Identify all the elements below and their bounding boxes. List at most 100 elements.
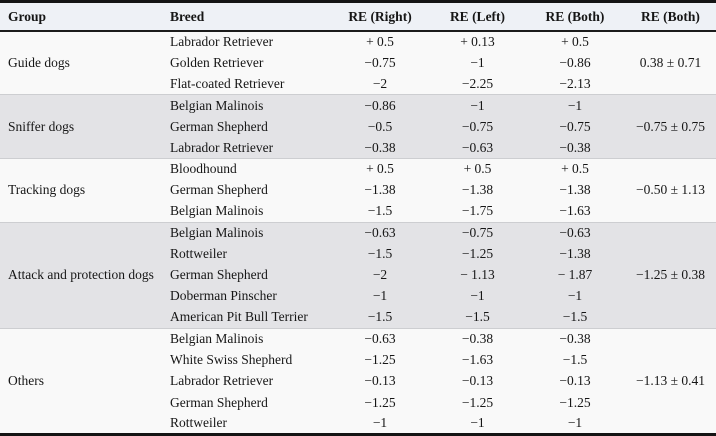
re-left-cell: −0.38 <box>430 327 525 350</box>
table-row: Belgian Malinois −1.5 −1.75 −1.63 <box>0 200 716 223</box>
col-header-breed: Breed <box>165 1 330 32</box>
table-row: Rottweiler −1.5 −1.25 −1.38 <box>0 243 716 265</box>
breed-cell: Labrador Retriever <box>165 30 330 53</box>
table-row: Golden Retriever −0.75 −1 −0.86 <box>0 52 716 74</box>
breed-cell: German Shepherd <box>165 115 330 138</box>
re-right-cell: −0.86 <box>330 94 430 116</box>
re-both-cell: −0.86 <box>525 52 625 74</box>
re-left-cell: −1 <box>430 52 525 74</box>
re-right-cell: −2 <box>330 73 430 95</box>
re-left-cell: −0.75 <box>430 221 525 244</box>
table-row: Sniffer dogs Belgian Malinois −0.86 −1 −… <box>0 94 716 159</box>
table-row: Labrador Retriever −0.13 −0.13 −0.13 <box>0 370 716 392</box>
re-left-cell: −1.25 <box>430 391 525 414</box>
col-header-group: Group <box>0 1 165 32</box>
table-row: Labrador Retriever −0.38 −0.63 −0.38 <box>0 137 716 159</box>
table-row: German Shepherd −2 − 1.13 − 1.87 <box>0 264 716 286</box>
table-row: Flat-coated Retriever −2 −2.25 −2.13 <box>0 73 716 95</box>
re-right-cell: + 0.5 <box>330 157 430 180</box>
re-right-cell: −1.38 <box>330 179 430 201</box>
group-label: Attack and protection dogs <box>0 221 165 329</box>
breed-cell: Belgian Malinois <box>165 221 330 244</box>
breed-cell: Flat-coated Retriever <box>165 73 330 95</box>
breed-cell: Belgian Malinois <box>165 94 330 116</box>
re-both-cell: −1.63 <box>525 200 625 223</box>
re-left-cell: −1 <box>430 94 525 116</box>
col-header-re-both-mean: RE (Both) <box>625 1 716 32</box>
re-right-cell: −2 <box>330 264 430 286</box>
table-row: Rottweiler −1 −1 −1 <box>0 413 716 435</box>
re-right-cell: −1.25 <box>330 391 430 414</box>
table-row: Attack and protection dogs Belgian Malin… <box>0 221 716 329</box>
table-row: German Shepherd −1.38 −1.38 −1.38 <box>0 179 716 201</box>
re-both-cell: −1.5 <box>525 349 625 371</box>
re-right-cell: −1.5 <box>330 243 430 265</box>
breed-cell: White Swiss Shepherd <box>165 349 330 371</box>
re-right-cell: −1 <box>330 285 430 308</box>
re-both-cell: + 0.5 <box>525 157 625 180</box>
re-both-mean-cell: −0.50 ± 1.13 <box>625 157 716 223</box>
breed-cell: Belgian Malinois <box>165 327 330 350</box>
re-both-cell: −1.38 <box>525 179 625 201</box>
re-right-cell: −0.38 <box>330 137 430 159</box>
re-left-cell: −1.75 <box>430 200 525 223</box>
re-right-cell: + 0.5 <box>330 30 430 53</box>
re-right-cell: −0.75 <box>330 52 430 74</box>
re-both-cell: −1 <box>525 413 625 435</box>
table-row: Tracking dogs Bloodhound + 0.5 + 0.5 + 0… <box>0 157 716 223</box>
re-left-cell: −1.63 <box>430 349 525 371</box>
re-both-mean-cell: −1.13 ± 0.41 <box>625 327 716 435</box>
group-label: Tracking dogs <box>0 157 165 223</box>
re-both-cell: −0.75 <box>525 115 625 138</box>
re-right-cell: −0.63 <box>330 221 430 244</box>
breed-cell: Belgian Malinois <box>165 200 330 223</box>
table-row: Doberman Pinscher −1 −1 −1 <box>0 285 716 308</box>
table-row: German Shepherd −1.25 −1.25 −1.25 <box>0 391 716 414</box>
breed-cell: Rottweiler <box>165 413 330 435</box>
re-right-cell: −1.5 <box>330 200 430 223</box>
re-both-mean-cell: −1.25 ± 0.38 <box>625 221 716 329</box>
col-header-re-both: RE (Both) <box>525 1 625 32</box>
breed-cell: American Pit Bull Terrier <box>165 307 330 329</box>
re-both-cell: −1 <box>525 94 625 116</box>
re-both-cell: + 0.5 <box>525 30 625 53</box>
re-both-cell: −0.13 <box>525 370 625 392</box>
re-both-cell: −1.25 <box>525 391 625 414</box>
re-both-cell: −1 <box>525 285 625 308</box>
re-left-cell: −0.63 <box>430 137 525 159</box>
breed-cell: Labrador Retriever <box>165 137 330 159</box>
re-both-cell: −0.38 <box>525 327 625 350</box>
re-left-cell: −0.13 <box>430 370 525 392</box>
col-header-re-right: RE (Right) <box>330 1 430 32</box>
re-both-mean-cell: 0.38 ± 0.71 <box>625 30 716 95</box>
breed-cell: Doberman Pinscher <box>165 285 330 308</box>
re-both-cell: −0.63 <box>525 221 625 244</box>
table-row: German Shepherd −0.5 −0.75 −0.75 <box>0 115 716 138</box>
re-left-cell: + 0.5 <box>430 157 525 180</box>
breed-cell: Bloodhound <box>165 157 330 180</box>
re-both-cell: − 1.87 <box>525 264 625 286</box>
table-row: Guide dogs Labrador Retriever + 0.5 + 0.… <box>0 30 716 95</box>
re-left-cell: −2.25 <box>430 73 525 95</box>
re-right-cell: −1.5 <box>330 307 430 329</box>
re-left-cell: −1 <box>430 413 525 435</box>
re-right-cell: −0.13 <box>330 370 430 392</box>
breed-cell: Rottweiler <box>165 243 330 265</box>
re-right-cell: −1 <box>330 413 430 435</box>
header-row: Group Breed RE (Right) RE (Left) RE (Bot… <box>0 1 716 32</box>
re-left-cell: + 0.13 <box>430 30 525 53</box>
group-label: Guide dogs <box>0 30 165 95</box>
re-both-cell: −1.38 <box>525 243 625 265</box>
re-both-cell: −2.13 <box>525 73 625 95</box>
breed-cell: German Shepherd <box>165 391 330 414</box>
col-header-re-left: RE (Left) <box>430 1 525 32</box>
re-left-cell: −1.5 <box>430 307 525 329</box>
re-left-cell: −1.38 <box>430 179 525 201</box>
breed-cell: Golden Retriever <box>165 52 330 74</box>
breed-cell: German Shepherd <box>165 179 330 201</box>
breed-cell: Labrador Retriever <box>165 370 330 392</box>
re-left-cell: −0.75 <box>430 115 525 138</box>
table-row: Others Belgian Malinois −0.63 −0.38 −0.3… <box>0 327 716 435</box>
re-left-cell: −1 <box>430 285 525 308</box>
